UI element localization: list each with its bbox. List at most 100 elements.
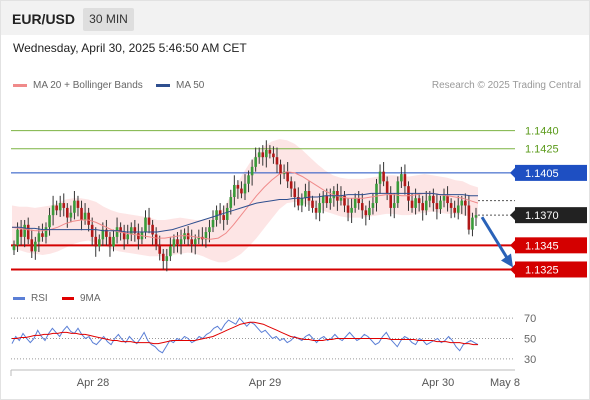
candle-body (435, 203, 439, 210)
candle-body (90, 224, 94, 237)
candle-body (325, 195, 329, 204)
candle-body (396, 181, 400, 204)
candle-body (218, 210, 222, 216)
candle-body (48, 215, 51, 228)
candle-body (414, 198, 417, 208)
candle-body (389, 193, 393, 208)
level-tag-1.1345 (515, 237, 587, 254)
candle-body (129, 227, 133, 235)
symbol-label: EUR/USD (12, 11, 76, 27)
candle-body (147, 217, 151, 225)
candle-body (161, 253, 165, 262)
candle-body (321, 195, 325, 204)
candle-body (169, 246, 172, 257)
candle-body (275, 157, 279, 165)
level-tag-1.1370 (515, 207, 587, 224)
candle-body (289, 181, 293, 189)
rsi-tick-70: 70 (524, 313, 536, 325)
candle-body (208, 227, 211, 233)
ma20-line (11, 171, 479, 240)
candle-body (222, 215, 225, 220)
level-tag-arrow (510, 240, 515, 251)
candle-body (460, 200, 464, 206)
candle-body (44, 227, 48, 237)
level-label-1.1405: 1.1405 (525, 168, 559, 180)
candle-body (183, 233, 186, 240)
candle-body (417, 198, 421, 204)
rsi-line (11, 317, 479, 354)
x-tick-label: Apr 29 (249, 377, 281, 389)
candle-body (122, 232, 126, 240)
ma50-label: MA 50 (176, 80, 205, 91)
candle-body (346, 205, 350, 213)
bollinger-band (12, 139, 478, 263)
candle-body (51, 205, 55, 216)
datetime-label: Wednesday, April 30, 2025 5:46:50 AM CET (13, 41, 247, 55)
candle-body (12, 245, 16, 251)
level-label-1.1370: 1.1370 (525, 210, 559, 222)
candle-body (229, 197, 233, 208)
level-label-1.1425: 1.1425 (525, 144, 559, 156)
candle-body (176, 239, 179, 245)
candle-body (421, 203, 424, 211)
candle-body (343, 195, 346, 206)
candle-body (26, 224, 30, 240)
forecast-arrow-shaft (480, 216, 510, 261)
legend-rsi: RSI (13, 293, 48, 304)
level-label-1.1345: 1.1345 (525, 240, 559, 252)
rsi-swatch (13, 297, 25, 300)
candle-body (112, 236, 115, 247)
candle-body (204, 232, 208, 240)
level-tag-arrow (510, 264, 515, 275)
candle-body (190, 239, 193, 245)
candle-body (286, 171, 289, 182)
candle-body (293, 188, 297, 198)
candle-body (179, 239, 183, 245)
candle-body (268, 149, 272, 154)
ma20-swatch (13, 84, 27, 87)
candle-body (165, 256, 169, 262)
candle-body (272, 153, 275, 158)
candle-body (449, 203, 453, 208)
candle-body (119, 227, 122, 233)
candle-body (62, 203, 66, 208)
rsi-tick-50: 50 (524, 334, 536, 346)
candle-body (360, 203, 364, 211)
level-label-1.1440: 1.1440 (525, 126, 559, 138)
candle-body (101, 229, 105, 240)
candle-body (58, 203, 62, 211)
candle-body (233, 184, 236, 198)
forecast-arrow-head (501, 253, 513, 268)
candle-body (55, 205, 58, 211)
candle-body (73, 200, 76, 213)
candle-body (154, 234, 158, 246)
candle-body (357, 198, 361, 204)
timeframe-badge[interactable]: 30 MIN (83, 8, 134, 31)
candle-body (23, 224, 26, 237)
candle-body (243, 183, 247, 194)
candle-body (97, 239, 101, 247)
candle-body (467, 205, 471, 230)
candle-body (410, 200, 414, 208)
level-tag-1.1325 (515, 261, 587, 278)
header-bar: EUR/USD 30 MIN (1, 1, 589, 35)
candle-body (126, 234, 130, 240)
candle-body (250, 166, 254, 176)
candle-body (19, 229, 23, 237)
candle-body (311, 200, 314, 208)
candle-body (80, 207, 83, 220)
candle-body (453, 207, 456, 213)
candle-body (115, 227, 119, 237)
candle-body (474, 215, 478, 218)
candle-body (464, 200, 467, 206)
candle-body (37, 233, 41, 242)
candle-body (385, 181, 389, 194)
candle-body (254, 157, 257, 167)
candle-body (432, 195, 435, 204)
candle-body (471, 217, 474, 230)
credit-text: Research © 2025 Trading Central (431, 80, 581, 91)
candle-body (94, 236, 98, 247)
candle-body (300, 198, 304, 206)
candle-body (318, 203, 321, 213)
